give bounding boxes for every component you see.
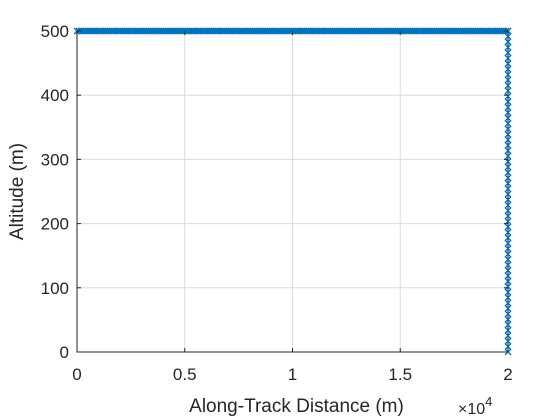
- data-point: [504, 179, 512, 187]
- x-tick-label: 1: [288, 365, 297, 384]
- data-point: [504, 65, 512, 73]
- grid: [76, 30, 509, 353]
- data-point: [504, 212, 512, 220]
- data-point: [504, 130, 512, 138]
- y-tick-label: 100: [41, 279, 69, 298]
- data-point: [504, 109, 512, 117]
- data-point: [504, 294, 512, 302]
- data-point: [504, 266, 512, 274]
- data-point: [504, 190, 512, 198]
- data-point: [504, 223, 512, 231]
- data-point: [504, 120, 512, 127]
- data-point: [504, 92, 512, 100]
- y-tick-label: 0: [60, 343, 69, 362]
- data-point: [504, 283, 512, 291]
- x-axis-multiplier-exponent: 4: [485, 394, 492, 409]
- data-point: [504, 305, 512, 312]
- data-point: [504, 125, 512, 133]
- data-point: [504, 147, 512, 155]
- data-point: [504, 310, 512, 318]
- data-point: [504, 277, 512, 285]
- data-point: [504, 250, 512, 258]
- data-point: [504, 71, 512, 78]
- data-point: [504, 49, 512, 57]
- data-point: [504, 136, 512, 144]
- data-point: [504, 326, 512, 334]
- data-point: [504, 168, 512, 176]
- data-point: [504, 81, 512, 89]
- data-point: [504, 114, 512, 122]
- data-point: [504, 32, 512, 40]
- data-point: [504, 98, 512, 106]
- x-tick-label: 0: [72, 365, 81, 384]
- data-point: [504, 141, 512, 149]
- data-point: [504, 103, 512, 111]
- y-tick-label: 300: [41, 150, 69, 169]
- data-point: [504, 299, 512, 307]
- data-point: [504, 38, 512, 46]
- x-axis-multiplier-base: ×10: [458, 401, 485, 418]
- y-tick-label: 500: [41, 22, 69, 41]
- x-axis-label: Along-Track Distance (m): [189, 396, 404, 417]
- axis-ticks: 0 0.5 1 1.5 2 0 100 200 300 400 500: [41, 22, 513, 384]
- x-tick-label: 0.5: [173, 365, 197, 384]
- data-point: [504, 163, 512, 171]
- data-point: [504, 60, 512, 68]
- x-tick-label: 2: [503, 365, 512, 384]
- y-axis-label: Altitude (m): [7, 143, 28, 240]
- data-point: [504, 54, 512, 62]
- data-point: [504, 239, 512, 247]
- data-point: [504, 185, 512, 193]
- data-point: [504, 256, 512, 263]
- data-point: [504, 196, 512, 204]
- data-point: [504, 228, 512, 236]
- data-point: [504, 315, 512, 323]
- data-point: [504, 87, 512, 95]
- data-point: [504, 332, 512, 340]
- x-axis-multiplier: ×104: [458, 394, 492, 418]
- data-point: [504, 174, 512, 182]
- data-point: [504, 343, 512, 351]
- data-point: [504, 337, 512, 345]
- data-point: [504, 261, 512, 269]
- x-tick-label: 1.5: [388, 365, 412, 384]
- y-tick-label: 400: [41, 86, 69, 105]
- data-point: [504, 207, 512, 215]
- y-tick-label: 200: [41, 215, 69, 234]
- data-point: [504, 76, 512, 84]
- data-point: [504, 245, 512, 253]
- data-point: [504, 152, 512, 160]
- data-point: [504, 321, 512, 329]
- data-point: [504, 43, 512, 51]
- data-point: [504, 288, 512, 296]
- data-point: [504, 272, 512, 280]
- data-point: [504, 201, 512, 209]
- data-point: [504, 234, 512, 242]
